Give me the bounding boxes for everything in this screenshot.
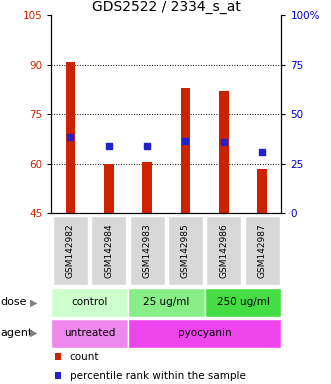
Text: GSM142984: GSM142984 <box>104 223 113 278</box>
Text: ▶: ▶ <box>30 328 37 338</box>
Bar <box>104 164 114 213</box>
Bar <box>66 61 75 213</box>
Bar <box>206 217 242 285</box>
Bar <box>168 217 203 285</box>
Point <box>106 142 112 149</box>
Bar <box>142 162 152 213</box>
Point <box>183 137 188 144</box>
Bar <box>91 217 126 285</box>
Bar <box>258 169 267 213</box>
Bar <box>219 91 229 213</box>
Text: dose: dose <box>0 297 26 308</box>
Text: agent: agent <box>0 328 32 338</box>
Bar <box>128 319 281 348</box>
Text: GSM142987: GSM142987 <box>258 223 267 278</box>
Title: GDS2522 / 2334_s_at: GDS2522 / 2334_s_at <box>92 0 241 14</box>
Point <box>221 139 226 145</box>
Bar <box>181 88 190 213</box>
Text: GSM142985: GSM142985 <box>181 223 190 278</box>
Text: 250 ug/ml: 250 ug/ml <box>216 297 269 308</box>
Bar <box>245 217 280 285</box>
Point <box>260 149 265 155</box>
Text: control: control <box>71 297 108 308</box>
Text: 25 ug/ml: 25 ug/ml <box>143 297 190 308</box>
Text: count: count <box>70 352 99 362</box>
Bar <box>129 217 165 285</box>
Text: GSM142983: GSM142983 <box>143 223 152 278</box>
Text: percentile rank within the sample: percentile rank within the sample <box>70 371 245 381</box>
Bar <box>51 319 128 348</box>
Text: GSM142986: GSM142986 <box>219 223 228 278</box>
Bar <box>53 217 88 285</box>
Text: pyocyanin: pyocyanin <box>178 328 231 338</box>
Text: GSM142982: GSM142982 <box>66 223 75 278</box>
Bar <box>205 288 281 317</box>
Point <box>145 142 150 149</box>
Text: untreated: untreated <box>64 328 115 338</box>
Point <box>68 134 73 141</box>
Bar <box>51 288 128 317</box>
Text: ▶: ▶ <box>30 297 37 308</box>
Bar <box>128 288 205 317</box>
